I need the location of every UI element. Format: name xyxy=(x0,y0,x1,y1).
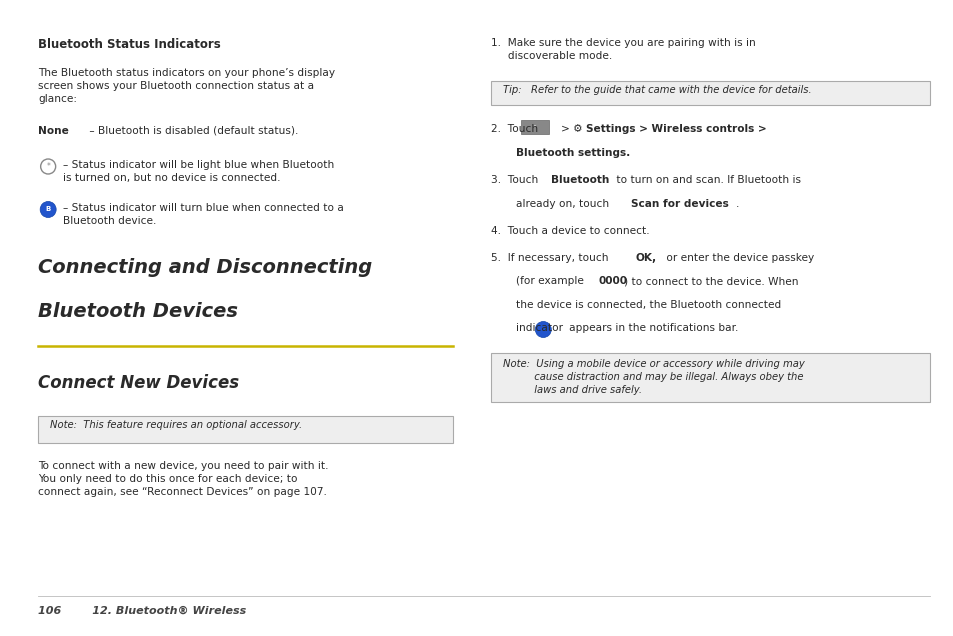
Text: to turn on and scan. If Bluetooth is: to turn on and scan. If Bluetooth is xyxy=(613,175,801,185)
Text: appears in the notifications bar.: appears in the notifications bar. xyxy=(558,323,738,333)
Text: Bluetooth: Bluetooth xyxy=(551,175,609,185)
Text: B: B xyxy=(46,207,51,212)
Text: None: None xyxy=(38,126,69,136)
Text: – Bluetooth is disabled (default status).: – Bluetooth is disabled (default status)… xyxy=(86,126,298,136)
Text: already on, touch: already on, touch xyxy=(516,198,612,209)
Text: > ⚙: > ⚙ xyxy=(560,125,585,134)
FancyBboxPatch shape xyxy=(38,416,453,443)
Text: Scan for devices: Scan for devices xyxy=(631,198,728,209)
Text: To connect with a new device, you need to pair with it.
You only need to do this: To connect with a new device, you need t… xyxy=(38,461,329,497)
FancyBboxPatch shape xyxy=(491,353,929,402)
Text: indicator: indicator xyxy=(516,323,570,333)
Text: 1.  Make sure the device you are pairing with is in
     discoverable mode.: 1. Make sure the device you are pairing … xyxy=(491,38,756,61)
Text: the device is connected, the Bluetooth connected: the device is connected, the Bluetooth c… xyxy=(516,300,781,310)
Text: ) to connect to the device. When: ) to connect to the device. When xyxy=(623,276,798,286)
Text: Tip:   Refer to the guide that came with the device for details.: Tip: Refer to the guide that came with t… xyxy=(503,85,811,95)
Text: •: • xyxy=(533,124,537,130)
Text: 0000: 0000 xyxy=(598,276,627,286)
Text: or enter the device passkey: or enter the device passkey xyxy=(662,252,814,263)
Text: Bluetooth settings.: Bluetooth settings. xyxy=(516,148,630,158)
Text: – Status indicator will be light blue when Bluetooth
is turned on, but no device: – Status indicator will be light blue wh… xyxy=(63,160,335,183)
Text: 3.  Touch: 3. Touch xyxy=(491,175,541,185)
Text: 2.  Touch: 2. Touch xyxy=(491,125,537,134)
Circle shape xyxy=(535,322,551,338)
Text: Bluetooth Devices: Bluetooth Devices xyxy=(38,302,238,321)
Text: OK,: OK, xyxy=(635,252,656,263)
Text: Connecting and Disconnecting: Connecting and Disconnecting xyxy=(38,258,372,277)
Text: Note:  Using a mobile device or accessory while driving may
          cause dist: Note: Using a mobile device or accessory… xyxy=(503,359,804,394)
FancyBboxPatch shape xyxy=(491,81,929,104)
Text: Connect New Devices: Connect New Devices xyxy=(38,374,239,392)
Bar xyxy=(520,120,549,134)
Text: 5.  If necessary, touch: 5. If necessary, touch xyxy=(491,252,612,263)
Text: 4.  Touch a device to connect.: 4. Touch a device to connect. xyxy=(491,226,649,235)
Text: 106        12. Bluetooth® Wireless: 106 12. Bluetooth® Wireless xyxy=(38,606,246,616)
Text: *: * xyxy=(46,162,51,171)
Text: (for example: (for example xyxy=(516,276,587,286)
Circle shape xyxy=(40,202,56,218)
Text: Bluetooth Status Indicators: Bluetooth Status Indicators xyxy=(38,38,221,51)
Text: The Bluetooth status indicators on your phone’s display
screen shows your Blueto: The Bluetooth status indicators on your … xyxy=(38,68,335,104)
Text: .: . xyxy=(736,198,739,209)
Text: – Status indicator will turn blue when connected to a
Bluetooth device.: – Status indicator will turn blue when c… xyxy=(63,203,344,226)
Text: Note:  This feature requires an optional accessory.: Note: This feature requires an optional … xyxy=(51,420,302,431)
Text: Settings > Wireless controls >: Settings > Wireless controls > xyxy=(586,125,766,134)
